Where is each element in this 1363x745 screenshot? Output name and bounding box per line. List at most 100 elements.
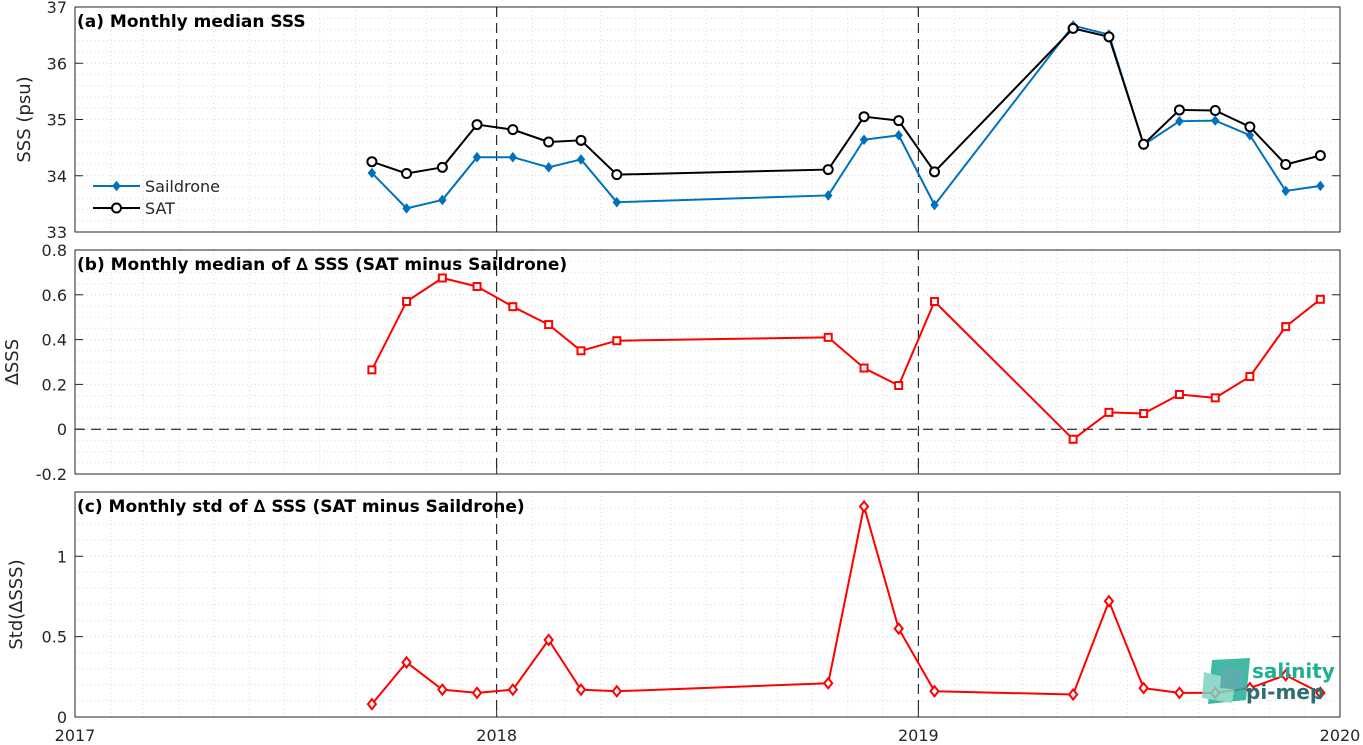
- data-point: [893, 115, 905, 127]
- data-point: [611, 169, 623, 181]
- data-point: [543, 633, 554, 647]
- data-point: [1315, 294, 1325, 304]
- data-point: [508, 302, 518, 312]
- data-point: [576, 154, 586, 165]
- panel-c-std-delta-sss: 0 0.5 1 Std(∆SSS) (c) Monthly std of ∆ SSS (…: [6, 491, 1341, 727]
- data-point: [1210, 393, 1220, 403]
- logo-shape: [1220, 666, 1244, 690]
- data-point: [612, 196, 622, 208]
- panel-title: (a) Monthly median SSS: [77, 12, 306, 32]
- legend-label: SAT: [145, 199, 175, 218]
- data-point: [858, 499, 870, 514]
- data-point: [1281, 322, 1291, 332]
- data-point: [437, 273, 447, 283]
- data-point: [893, 622, 904, 636]
- y-tick-label: 0: [57, 420, 67, 439]
- data-point: [575, 683, 587, 697]
- data-point: [401, 655, 412, 669]
- data-point: [576, 346, 586, 356]
- series-line: [371, 24, 1321, 210]
- data-point: [366, 156, 378, 168]
- data-point: [367, 167, 377, 179]
- data-point: [437, 683, 448, 697]
- y-axis-label: SSS (psu): [14, 76, 35, 162]
- x-tick-label: 2019: [898, 726, 939, 745]
- data-point: [1173, 104, 1185, 116]
- data-point: [1210, 115, 1220, 126]
- data-point: [507, 683, 519, 697]
- legend-label: Saildrone: [145, 177, 220, 196]
- data-point: [1244, 121, 1256, 133]
- data-point: [438, 194, 447, 206]
- data-point: [823, 190, 833, 201]
- data-point: [436, 161, 448, 173]
- data-point: [1103, 31, 1115, 43]
- data-point: [367, 365, 377, 375]
- panel-a-sss: 33 34 35 36 37 SSS (psu) (a) Monthly median SS…: [14, 0, 1341, 242]
- data-point: [611, 684, 623, 698]
- data-point: [471, 119, 483, 131]
- data-point: [929, 684, 940, 698]
- legend: Saildrone SAT: [93, 177, 220, 218]
- data-point: [472, 282, 482, 292]
- data-point: [1209, 105, 1221, 116]
- data-point: [1138, 138, 1150, 150]
- series-sat: [366, 22, 1326, 181]
- data-point: [859, 134, 869, 146]
- y-tick-label: 0.5: [42, 628, 67, 647]
- data-point: [930, 199, 939, 211]
- data-point: [1068, 434, 1078, 444]
- y-tick-label: 37: [47, 0, 67, 17]
- data-point: [822, 164, 834, 176]
- data-point: [929, 166, 941, 178]
- series-delta: [366, 499, 1326, 711]
- y-tick-label: 0.6: [42, 286, 67, 305]
- data-point: [1280, 668, 1291, 682]
- data-point: [544, 162, 553, 173]
- panel-title: (c) Monthly std of ∆ SSS (SAT minus Sail…: [77, 497, 525, 517]
- panel-b-delta-sss: -0.2 0 0.2 0.4 0.6 0.8 ∆SSS (b) Monthly median …: [2, 241, 1341, 484]
- y-axis-label: ∆SSS: [2, 339, 23, 386]
- x-tick-label: 2018: [476, 726, 517, 745]
- data-point: [1103, 594, 1115, 608]
- data-point: [894, 381, 904, 391]
- data-point: [859, 363, 869, 373]
- data-point: [1139, 409, 1149, 419]
- data-point: [1174, 389, 1184, 399]
- data-point: [544, 320, 554, 330]
- data-point: [472, 151, 482, 163]
- data-point: [1315, 686, 1326, 700]
- data-point: [543, 136, 555, 148]
- data-point: [1245, 129, 1255, 141]
- y-tick-label: 0: [57, 708, 67, 727]
- data-point: [858, 111, 870, 123]
- y-tick-label: 36: [47, 54, 67, 73]
- legend-swatch-marker: [112, 180, 121, 192]
- panel-title: (b) Monthly median of ∆ SSS (SAT minus S…: [77, 255, 567, 275]
- data-point: [894, 129, 903, 141]
- data-point: [1314, 150, 1326, 161]
- data-point: [612, 336, 622, 346]
- x-tick-label: 2017: [55, 726, 96, 745]
- x-tick-label: 2020: [1320, 726, 1361, 745]
- y-tick-label: 0.4: [42, 331, 67, 350]
- y-tick-label: 35: [47, 111, 67, 130]
- series-line: [371, 27, 1321, 176]
- y-tick-label: 33: [47, 223, 67, 242]
- y-tick-label: 0.2: [42, 375, 67, 394]
- data-point: [1245, 372, 1255, 382]
- axes-box: [74, 249, 1341, 475]
- data-point: [1104, 407, 1114, 417]
- data-point: [401, 168, 413, 179]
- data-point: [1067, 687, 1079, 702]
- data-point: [471, 686, 483, 700]
- data-point: [1281, 185, 1290, 197]
- data-point: [1174, 686, 1185, 700]
- data-point: [402, 297, 412, 307]
- logo-text-salinity: salinity: [1252, 659, 1335, 683]
- data-point: [1138, 681, 1149, 695]
- data-point: [507, 124, 519, 136]
- legend-swatch-marker: [111, 202, 122, 214]
- axes-box: [74, 491, 1341, 718]
